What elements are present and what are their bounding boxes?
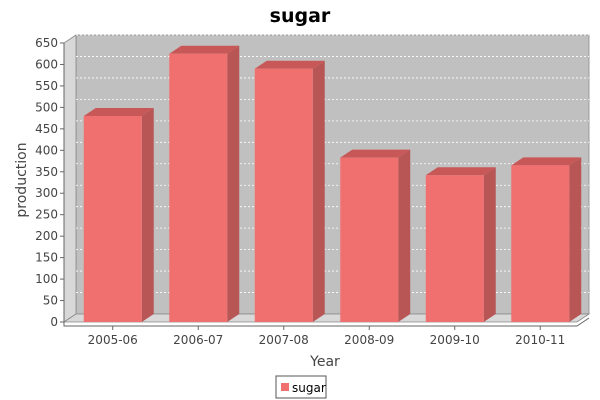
bar-top	[340, 149, 411, 158]
y-tick-label: 550	[35, 79, 58, 93]
y-axis: 0 50 100 150 200 250 300 350 400 450 500 550 600 650	[35, 36, 65, 329]
bar	[254, 68, 313, 322]
bar	[511, 165, 570, 322]
bar-top	[425, 167, 496, 176]
bar	[83, 115, 142, 322]
bar	[169, 53, 228, 322]
y-tick-label: 600	[35, 57, 58, 71]
x-tick-label: 2005-06	[88, 333, 138, 347]
x-tick-label: 2007-08	[259, 333, 309, 347]
y-axis-label: production	[14, 142, 30, 217]
bar-side	[312, 60, 325, 322]
y-tick-label: 100	[35, 272, 58, 286]
bar	[425, 175, 484, 322]
bar-side	[569, 157, 582, 322]
legend: sugar	[275, 375, 327, 399]
bar-side	[398, 149, 411, 322]
legend-box	[275, 375, 327, 399]
legend-swatch	[281, 383, 289, 391]
legend-label: sugar	[292, 381, 326, 395]
y-tick-label: 500	[35, 100, 58, 114]
y-tick-label: 300	[35, 186, 58, 200]
bar-top	[169, 45, 240, 54]
y-tick-label: 50	[43, 294, 58, 308]
y-tick-label: 400	[35, 143, 58, 157]
bar-side	[483, 167, 496, 322]
plot-back-wall	[75, 34, 590, 315]
plot-left-wall	[63, 34, 77, 323]
bar-top	[83, 107, 154, 116]
y-tick-label: 650	[35, 36, 58, 50]
y-tick-label: 0	[50, 315, 58, 329]
y-tick-label: 250	[35, 208, 58, 222]
bar-side	[141, 107, 154, 322]
x-axis-line	[63, 317, 590, 327]
x-tick-label: 2008-09	[344, 333, 394, 347]
x-axis: 2005-06 2006-07 2007-08 2008-09 2009-10 2010-…	[63, 317, 590, 347]
y-tick-label: 450	[35, 122, 58, 136]
bar-top	[254, 60, 325, 69]
bar-top	[511, 157, 582, 166]
bar	[340, 157, 399, 322]
x-tick-label: 2010-11	[515, 333, 565, 347]
plot-area	[62, 34, 591, 323]
bar-side	[227, 45, 240, 322]
bars-group	[83, 45, 582, 322]
chart-title: sugar	[270, 5, 331, 27]
y-tick-label: 150	[35, 251, 58, 265]
y-tick-label: 350	[35, 165, 58, 179]
x-tick-label: 2006-07	[173, 333, 223, 347]
x-axis-label: Year	[309, 354, 340, 370]
y-tick-label: 200	[35, 229, 58, 243]
x-tick-label: 2009-10	[430, 333, 480, 347]
